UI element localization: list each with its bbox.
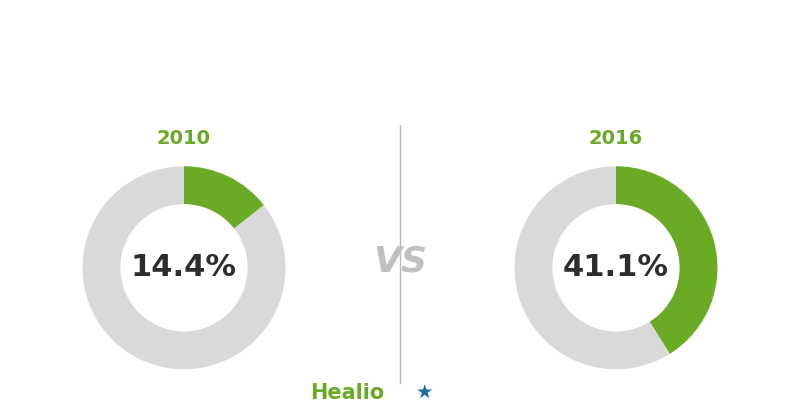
Text: 2016: 2016 <box>589 129 643 148</box>
Wedge shape <box>82 166 286 369</box>
Wedge shape <box>514 166 670 369</box>
Text: Rate of MSI and MMR testing among patients: Rate of MSI and MMR testing among patien… <box>142 34 658 53</box>
Text: ★: ★ <box>415 383 433 402</box>
Circle shape <box>121 205 247 331</box>
Wedge shape <box>616 166 718 354</box>
Text: 2010: 2010 <box>157 129 211 148</box>
Circle shape <box>553 205 679 331</box>
Wedge shape <box>184 166 264 229</box>
Text: 41.1%: 41.1% <box>563 253 669 282</box>
Text: with advanced colorectal cancer: with advanced colorectal cancer <box>216 74 584 93</box>
Text: 14.4%: 14.4% <box>131 253 237 282</box>
Text: VS: VS <box>373 245 427 278</box>
Text: Healio: Healio <box>310 383 385 403</box>
